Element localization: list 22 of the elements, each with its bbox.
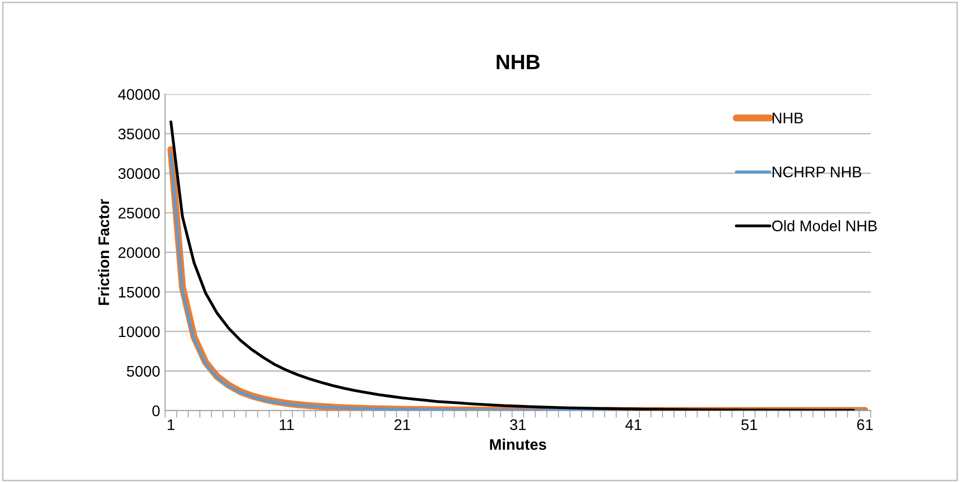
legend-label: Old Model NHB (772, 220, 877, 232)
legend-label: NCHRP NHB (772, 166, 862, 178)
x-tick-label: 21 (394, 419, 410, 430)
x-tick-label: 11 (280, 419, 294, 430)
x-tick-label: 31 (510, 419, 526, 430)
chart-title: NHB (496, 54, 540, 70)
y-tick-label: 25000 (118, 208, 160, 219)
y-tick-label: 15000 (118, 286, 160, 298)
x-tick-label: 51 (741, 419, 758, 430)
x-tick-label: 61 (857, 419, 873, 430)
y-tick-label: 40000 (118, 89, 160, 100)
x-tick-label: 1 (168, 419, 174, 430)
x-tick-label: 41 (625, 419, 642, 430)
x-axis-title: Minutes (490, 438, 546, 450)
y-tick-label: 30000 (118, 168, 160, 179)
y-axis-title: Friction Factor (98, 199, 110, 305)
y-tick-label: 5000 (126, 366, 160, 377)
y-tick-label: 20000 (118, 247, 160, 258)
legend-label: NHB (772, 112, 803, 124)
y-tick-label: 35000 (118, 128, 160, 140)
y-tick-label: 0 (152, 405, 160, 416)
y-tick-label: 10000 (118, 326, 160, 338)
